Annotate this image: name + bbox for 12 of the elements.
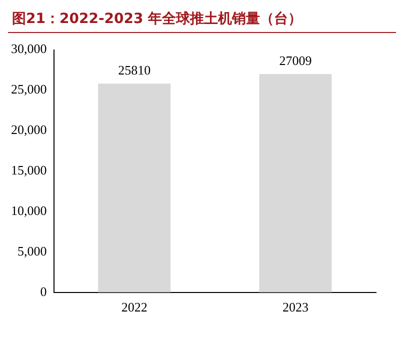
y-tick-label: 20,000 bbox=[11, 122, 47, 138]
x-tick-label: 2023 bbox=[282, 300, 308, 315]
y-tick-label: 10,000 bbox=[11, 202, 47, 218]
y-tick-label: 30,000 bbox=[11, 41, 47, 56]
y-tick-label: 15,000 bbox=[11, 162, 47, 178]
chart-title: 图21：2022-2023 年全球推土机销量（台） bbox=[8, 8, 396, 33]
x-tick-label: 2022 bbox=[121, 300, 148, 315]
data-label: 25810 bbox=[118, 62, 151, 78]
y-tick-label: 25,000 bbox=[11, 82, 47, 97]
data-label: 27009 bbox=[279, 52, 312, 68]
y-tick-label: 0 bbox=[40, 284, 47, 299]
y-tick-label: 5,000 bbox=[18, 243, 47, 258]
